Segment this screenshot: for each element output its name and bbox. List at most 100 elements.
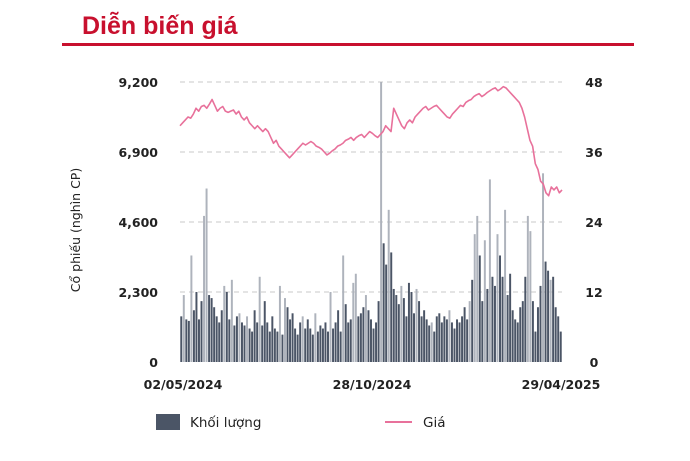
- volume-bar: [471, 279, 474, 362]
- legend-label-volume: Khối lượng: [190, 414, 261, 431]
- volume-bar: [387, 209, 390, 362]
- volume-bar: [215, 316, 218, 362]
- volume-bar: [547, 270, 550, 362]
- left-tick-label: 0: [149, 355, 158, 370]
- volume-bar: [240, 322, 243, 362]
- volume-bar: [405, 316, 408, 362]
- volume-bar: [180, 316, 183, 362]
- volume-bar: [539, 285, 542, 362]
- volume-bar: [258, 276, 261, 362]
- volume-bar: [276, 331, 279, 362]
- y-axis-left-label: Cổ phiếu (nghìn CP): [68, 168, 83, 292]
- volume-bar: [190, 255, 193, 362]
- legend: Khối lượng Giá: [156, 414, 446, 431]
- volume-bar: [319, 325, 322, 362]
- volume-bar: [230, 279, 233, 362]
- volume-bar: [506, 295, 509, 362]
- volume-bar: [185, 319, 188, 362]
- volume-bar: [223, 285, 226, 362]
- legend-label-price: Giá: [423, 415, 446, 431]
- volume-bar: [246, 316, 249, 362]
- volume-bar: [299, 322, 302, 362]
- volume-bar: [304, 328, 307, 362]
- volume-bar: [428, 325, 431, 362]
- volume-bar: [435, 316, 438, 362]
- volume-bar: [511, 310, 514, 362]
- volume-bar: [400, 285, 403, 362]
- volume-bar: [281, 334, 284, 362]
- volume-bar: [294, 328, 297, 362]
- volume-bar: [332, 328, 335, 362]
- volume-bar: [354, 273, 357, 362]
- left-tick-label: 2,300: [118, 285, 158, 300]
- volume-bar: [203, 215, 206, 362]
- volume-bar: [273, 328, 276, 362]
- volume-bar: [187, 320, 190, 362]
- volume-bar: [504, 209, 507, 362]
- volume-bar: [243, 325, 246, 362]
- volume-bar: [430, 322, 433, 362]
- volume-bar: [461, 316, 464, 362]
- volume-bar: [493, 285, 496, 362]
- right-tick-label: 36: [585, 145, 603, 160]
- volume-bar: [418, 301, 421, 362]
- volume-bar: [559, 331, 562, 362]
- volume-bar: [516, 322, 519, 362]
- page-title: Diễn biến giá: [82, 12, 238, 40]
- volume-bar: [266, 322, 269, 362]
- volume-bar: [468, 301, 471, 362]
- volume-bar: [213, 307, 216, 362]
- volume-bar: [367, 310, 370, 362]
- volume-bar: [284, 298, 286, 362]
- right-tick-label: 24: [585, 215, 603, 230]
- volume-bar: [208, 295, 211, 362]
- volume-bar: [542, 173, 545, 362]
- volume-bar: [228, 319, 231, 362]
- volume-bar: [278, 285, 281, 362]
- volume-bar: [372, 328, 375, 362]
- volume-bar: [420, 316, 423, 362]
- volume-bar: [554, 307, 557, 362]
- volume-bar: [334, 322, 337, 362]
- volume-bar: [362, 307, 365, 362]
- volume-bar: [327, 331, 329, 362]
- volume-bar: [423, 310, 426, 362]
- x-tick-label: 28/10/2024: [333, 377, 412, 392]
- volume-bar: [235, 316, 238, 362]
- volume-bar: [448, 310, 451, 362]
- volume-bar: [220, 310, 223, 362]
- volume-bar: [316, 331, 319, 362]
- legend-swatch-volume: [156, 414, 180, 430]
- volume-bar: [263, 301, 266, 362]
- volume-bar: [509, 273, 512, 362]
- volume-bar: [458, 322, 461, 362]
- volume-bar: [380, 82, 383, 362]
- volume-bar: [192, 310, 195, 362]
- volume-bar: [342, 255, 345, 362]
- volume-bar: [402, 298, 405, 362]
- volume-bar: [410, 292, 413, 362]
- volume-bar: [200, 301, 203, 362]
- volume-bar: [248, 328, 251, 362]
- volume-bar: [499, 255, 501, 362]
- x-tick-label: 02/05/2024: [144, 377, 223, 392]
- volume-bar: [413, 313, 415, 362]
- volume-bar: [524, 276, 527, 362]
- volume-bar: [238, 313, 241, 362]
- volume-bar: [531, 301, 534, 362]
- volume-bar: [514, 319, 517, 362]
- volume-bar: [407, 282, 410, 362]
- volume-bar: [197, 319, 200, 362]
- volume-bar: [309, 328, 312, 362]
- volume-bar: [397, 304, 400, 362]
- volume-bar: [501, 276, 504, 362]
- volume-bar: [488, 179, 491, 362]
- volume-bar: [357, 316, 360, 362]
- volume-bar: [529, 231, 532, 362]
- volume-bar: [306, 319, 309, 362]
- volume-bar: [483, 240, 486, 362]
- volume-bar: [466, 319, 469, 362]
- volume-bar: [557, 316, 560, 362]
- price-line-group: [179, 85, 563, 197]
- volume-bar: [473, 234, 476, 362]
